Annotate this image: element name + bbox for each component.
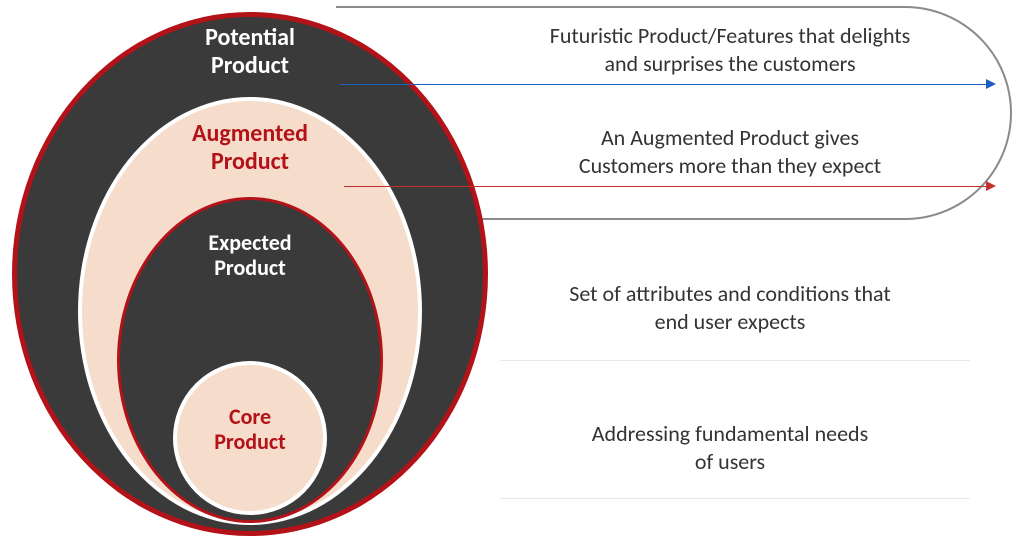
arrow-augmented-head-icon [986, 181, 996, 191]
potential-label: Potential Product [150, 24, 350, 79]
diagram-stage: Potential Product Augmented Product Expect… [0, 0, 1024, 549]
arrow-potential-line [340, 84, 986, 85]
desc-potential: Futuristic Product/Features that delight… [480, 22, 980, 77]
desc-augmented: An Augmented Product gives Customers mor… [480, 124, 980, 179]
core-label: Core Product [190, 404, 310, 455]
desc-core: Addressing fundamental needs of users [480, 420, 980, 475]
desc-expected: Set of attributes and conditions that en… [480, 280, 980, 335]
augmented-label: Augmented Product [150, 120, 350, 175]
divider-0 [500, 360, 970, 361]
arrow-potential-head-icon [986, 79, 996, 89]
expected-label: Expected Product [160, 230, 340, 281]
divider-1 [500, 498, 970, 499]
arrow-augmented-line [344, 186, 986, 187]
